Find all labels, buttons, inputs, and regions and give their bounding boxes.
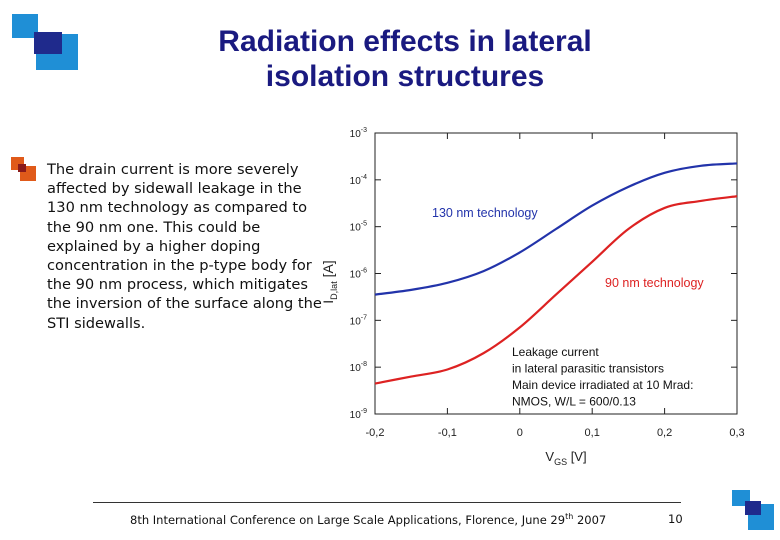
- footer-year: 2007: [576, 512, 607, 527]
- y-tick-label: 10-7: [350, 314, 367, 327]
- logo-square-light: [12, 14, 38, 38]
- logo-top-left: [12, 14, 78, 70]
- x-tick-label: 0: [517, 427, 523, 439]
- x-tick-label: 0,1: [585, 427, 600, 439]
- annotation-line: in lateral parasitic transistors: [512, 362, 664, 376]
- footer-conference: 8th International Conference on Large Sc…: [130, 512, 566, 527]
- annotation-line: Main device irradiated at 10 Mrad:: [512, 378, 693, 392]
- slide-title: Radiation effects in lateral isolation s…: [150, 24, 660, 94]
- annotation-line: Leakage current: [512, 345, 599, 359]
- x-tick-label: 0,3: [729, 427, 744, 439]
- bullet-icon: [11, 157, 36, 181]
- x-tick-label: 0,2: [657, 427, 672, 439]
- leakage-current-chart: 10-3 10-4 10-5 10-6 10-7 10-8 10-9 -0,2 -0,1 0 0,1…: [320, 127, 745, 467]
- footer-rule: [93, 502, 681, 503]
- slide-title-line2: isolation structures: [265, 60, 545, 93]
- x-tick-label: -0,1: [438, 427, 457, 439]
- y-tick-label: 10-3: [350, 127, 367, 140]
- slide-title-line1: Radiation effects in lateral: [218, 25, 592, 58]
- y-tick-label: 10-6: [350, 268, 367, 281]
- y-axis-label: ID,lat [A]: [320, 260, 339, 303]
- footer-text: 8th International Conference on Large Sc…: [130, 512, 606, 527]
- series-line-130-nm-technology: [374, 162, 738, 296]
- logo-square-dark: [745, 501, 761, 515]
- logo-bottom-right: [732, 490, 774, 530]
- y-tick-label: 10-4: [350, 174, 367, 187]
- y-tick-label: 10-9: [350, 408, 367, 421]
- logo-square-dark: [34, 32, 62, 54]
- y-tick-label: 10-8: [350, 361, 367, 374]
- legend-label-130nm: 130 nm technology: [432, 206, 538, 220]
- y-tick-label: 10-5: [350, 221, 367, 234]
- series-line-90-nm-technology: [374, 195, 738, 385]
- legend-label-90nm: 90 nm technology: [605, 276, 704, 290]
- x-axis-label: VGS [V]: [545, 449, 586, 467]
- annotation-line: NMOS, W/L = 600/0.13: [512, 395, 636, 409]
- footer-superscript: th: [565, 512, 574, 521]
- x-tick-label: -0,2: [366, 427, 385, 439]
- page-number: 10: [668, 512, 683, 526]
- body-text: The drain current is more severely affec…: [47, 161, 322, 332]
- bullet-square-dark: [18, 164, 26, 172]
